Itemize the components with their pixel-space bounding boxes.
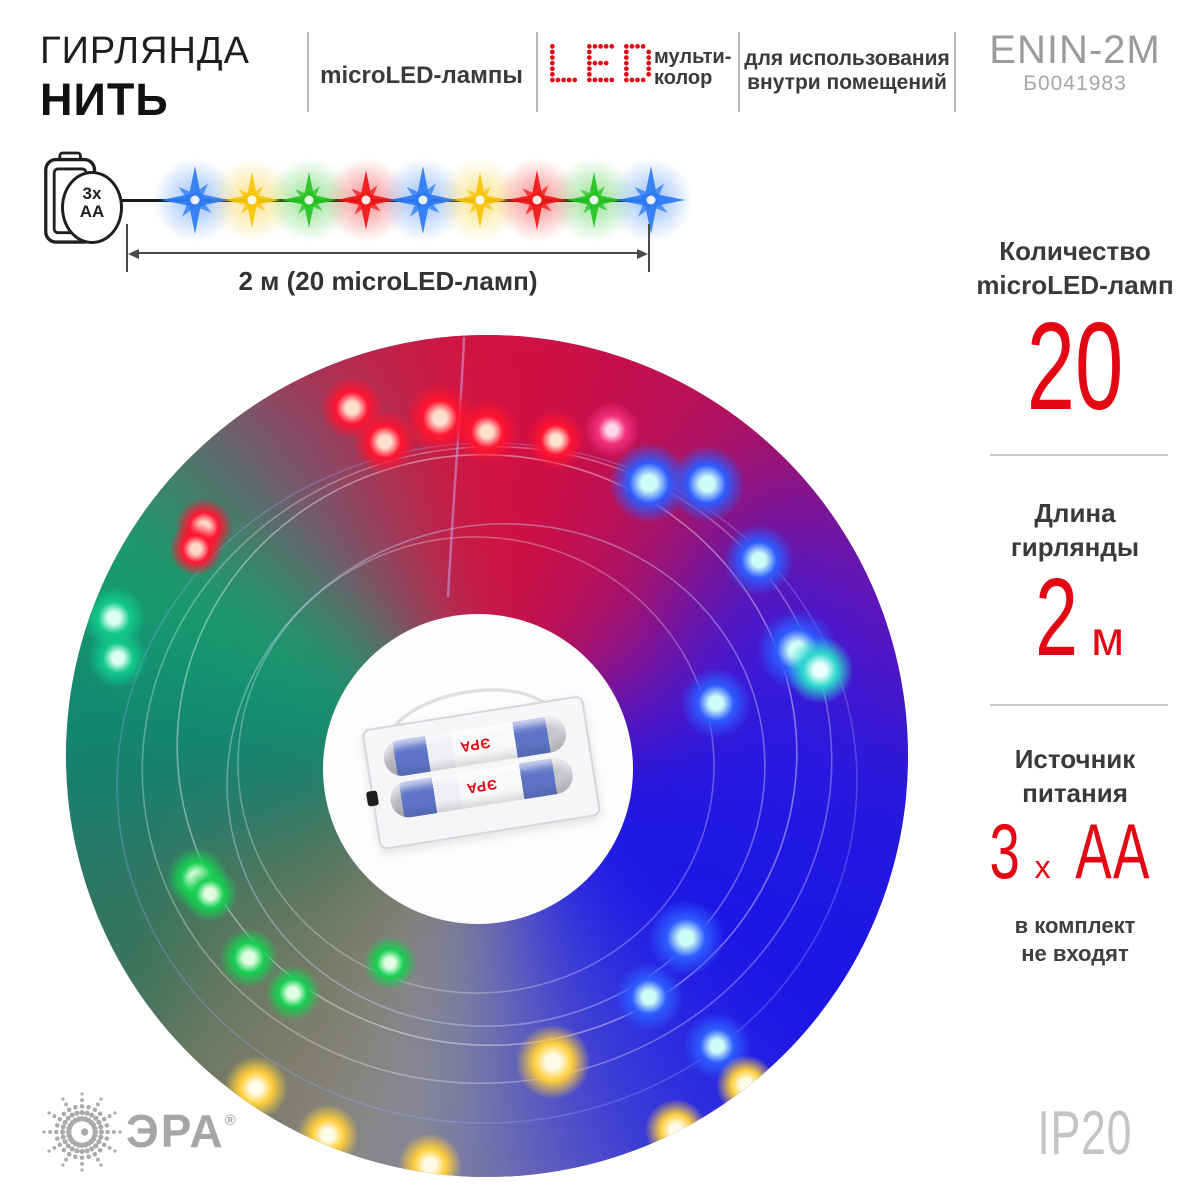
article-number: Б0041983 [1023, 72, 1127, 95]
model-number: ENIN-2M [989, 28, 1161, 72]
header-divider [307, 32, 309, 112]
header-divider [738, 32, 740, 112]
coil-led [613, 961, 685, 1033]
length-label: 2 м (20 microLED-ламп) [238, 266, 538, 296]
coil-led [715, 1054, 777, 1116]
feature-microled: microLED-лампы [320, 62, 523, 89]
spec-divider [990, 454, 1168, 456]
product-name: НИТЬ [40, 74, 169, 125]
ip-rating: IP20 [1037, 1099, 1133, 1168]
coil-led [667, 444, 747, 524]
spec-count-label: Количество microLED-ламп [976, 236, 1174, 300]
spec-length-label: Длина гирлянды [1010, 498, 1140, 562]
battery-box-inset: ЭРА ЭРА [323, 614, 633, 924]
coil-led [264, 964, 322, 1022]
coil-led [525, 409, 587, 471]
coil-led [679, 666, 753, 740]
dimension-tick [126, 224, 128, 272]
header-divider [536, 32, 538, 112]
coil-led [223, 1055, 289, 1121]
dimension-line [132, 252, 644, 254]
feature-indoor: для использования внутри помещений [744, 47, 950, 94]
coil-led [397, 1132, 463, 1177]
spec-power-label: Источник питания [1014, 744, 1136, 808]
spec-divider [990, 704, 1168, 706]
dimension-arrow-left [128, 249, 139, 259]
coil-led [644, 1098, 708, 1162]
coil-led [296, 1103, 360, 1167]
coil-led [87, 627, 149, 689]
battery-count-badge: 3х АА [61, 171, 123, 244]
product-photo: ЭРА ЭРА [66, 335, 908, 1177]
coil-led [722, 523, 796, 597]
dimension-arrow-right [637, 249, 648, 259]
coil-led [514, 1023, 592, 1101]
spec-count-value: 20 [1026, 298, 1124, 436]
product-type: ГИРЛЯНДА [40, 30, 251, 72]
coil-led [168, 521, 224, 577]
era-brand-text: ЭРА® [126, 1105, 238, 1157]
coil-led [454, 399, 520, 465]
header-divider [954, 32, 956, 112]
battery-pack: ЭРА ЭРА [361, 688, 602, 851]
coil-led [181, 865, 239, 923]
spec-power-value: 3 х АА [989, 807, 1151, 895]
feature-multicolor: мульти- колор [654, 46, 732, 89]
dimension-tick [648, 224, 650, 272]
led-dot-matrix-icon [550, 44, 661, 90]
wire-coils [116, 336, 858, 1124]
era-logo-icon [36, 1086, 128, 1183]
pack-wire [390, 688, 546, 733]
coil-led [785, 635, 855, 705]
coil-led [362, 935, 418, 991]
spec-length-value: 2 м [1035, 556, 1125, 679]
spec-power-note: в комплект не входят [1014, 913, 1136, 966]
power-switch [365, 790, 380, 807]
